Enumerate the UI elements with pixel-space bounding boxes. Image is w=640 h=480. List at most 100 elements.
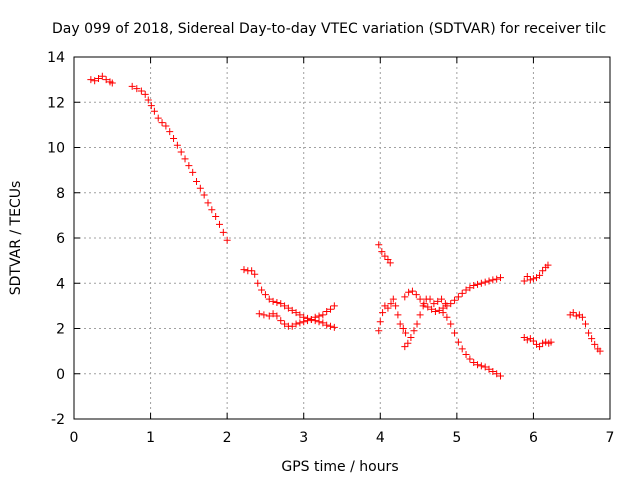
data-point <box>458 345 466 353</box>
x-tick-label: 6 <box>529 430 538 446</box>
data-point <box>489 367 497 375</box>
data-point <box>260 311 268 319</box>
data-point <box>323 308 331 316</box>
series-seg-e <box>375 241 394 267</box>
y-tick-label: 4 <box>56 276 65 292</box>
data-point <box>193 177 201 185</box>
data-point <box>300 318 308 326</box>
data-point <box>98 72 106 80</box>
data-point <box>269 297 277 305</box>
data-point <box>185 162 193 170</box>
data-point <box>258 286 266 294</box>
y-tick-label: 0 <box>56 367 65 383</box>
data-point <box>454 338 462 346</box>
data-point <box>208 206 216 214</box>
data-point <box>154 114 162 122</box>
data-point <box>396 320 404 328</box>
data-point <box>399 325 407 332</box>
y-axis-ticks: -2 0 2 4 6 8 10 12 14 <box>47 50 610 428</box>
data-point <box>477 279 485 287</box>
data-point <box>375 241 383 249</box>
series-seg-j <box>520 261 552 285</box>
data-point <box>379 309 387 317</box>
series-seg-g <box>401 295 449 351</box>
data-point <box>439 309 447 317</box>
series-seg-c <box>240 266 338 331</box>
data-point <box>204 199 212 207</box>
data-point <box>87 76 95 84</box>
data-point <box>416 295 424 303</box>
data-point <box>438 295 446 303</box>
data-point <box>251 270 259 278</box>
data-point <box>284 304 292 312</box>
chart-title: Day 099 of 2018, Sidereal Day-to-day VTE… <box>52 21 606 37</box>
data-point <box>493 370 501 378</box>
data-point <box>319 311 327 319</box>
data-point <box>327 322 335 330</box>
data-point <box>539 339 547 347</box>
data-point <box>166 128 174 136</box>
data-point <box>470 282 478 290</box>
data-point <box>578 313 586 321</box>
data-point <box>404 339 412 347</box>
data-point <box>536 271 544 279</box>
data-point <box>292 320 300 328</box>
data-point <box>315 312 323 320</box>
data-point <box>401 343 409 351</box>
data-point <box>273 298 281 306</box>
x-tick-label: 4 <box>376 430 385 446</box>
data-point <box>526 276 534 284</box>
data-point <box>181 155 189 163</box>
data-point <box>470 358 478 366</box>
data-point <box>481 278 489 286</box>
x-tick-label: 3 <box>299 430 308 446</box>
data-point <box>158 119 166 127</box>
data-point <box>481 363 489 371</box>
data-point <box>376 318 384 326</box>
data-point <box>447 320 455 328</box>
series-seg-k <box>520 334 555 351</box>
data-point <box>529 337 537 345</box>
data-point <box>520 277 528 285</box>
data-point <box>281 320 289 328</box>
data-point <box>288 322 296 330</box>
data-point <box>426 295 434 303</box>
data-point <box>451 329 459 337</box>
data-point <box>378 248 386 256</box>
data-point <box>254 279 262 287</box>
data-point <box>431 308 439 316</box>
data-point <box>170 134 178 142</box>
data-point <box>177 148 185 156</box>
data-point <box>330 302 338 310</box>
y-tick-label: 2 <box>56 322 65 338</box>
data-point <box>497 372 505 380</box>
data-point <box>451 296 459 304</box>
data-point <box>330 323 338 331</box>
y-axis-label: SDTVAR / TECUs <box>8 181 24 296</box>
data-point <box>323 321 331 329</box>
data-point <box>497 274 505 282</box>
data-point <box>223 236 231 244</box>
data-point <box>173 141 181 149</box>
data-point <box>389 295 397 303</box>
data-point <box>265 312 273 320</box>
data-point <box>447 300 455 308</box>
data-point <box>413 320 421 328</box>
data-point <box>327 305 335 313</box>
data-point <box>493 275 501 283</box>
x-tick-label: 5 <box>452 430 461 446</box>
data-point <box>189 168 197 176</box>
data-point <box>462 351 470 359</box>
data-point <box>424 303 432 311</box>
data-point <box>212 213 220 221</box>
data-point <box>454 293 462 301</box>
data-point <box>410 327 418 335</box>
data-point <box>150 107 158 115</box>
data-point <box>416 311 424 319</box>
data-point <box>412 291 420 299</box>
y-tick-label: 6 <box>56 231 65 247</box>
data-point <box>569 309 577 317</box>
data-point <box>428 305 436 313</box>
data-point <box>147 102 155 110</box>
